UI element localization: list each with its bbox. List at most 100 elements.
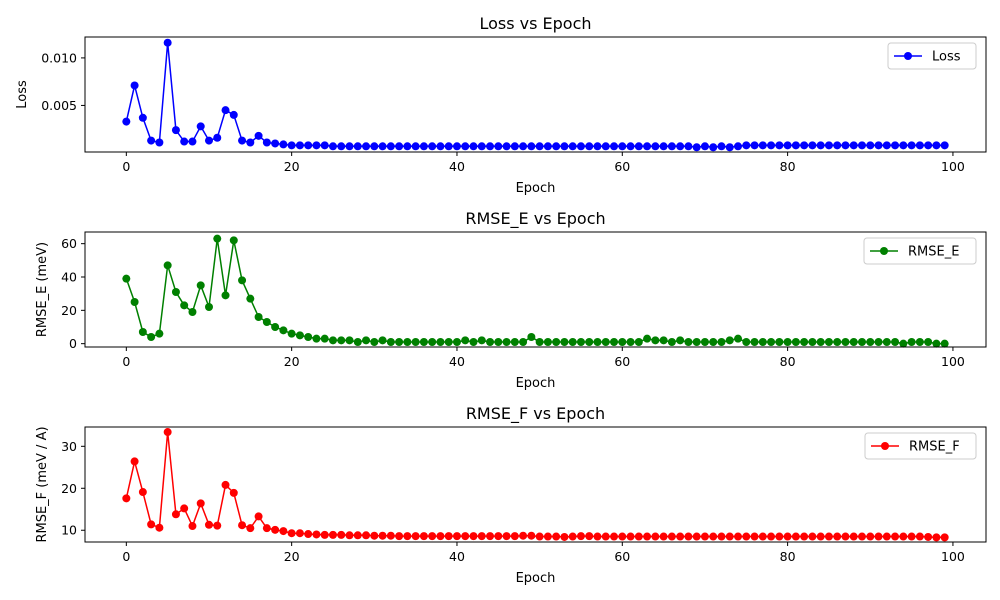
data-point bbox=[328, 336, 337, 345]
x-tick-label: 60 bbox=[614, 354, 630, 369]
data-point bbox=[932, 339, 941, 348]
data-point bbox=[122, 274, 131, 283]
data-point bbox=[692, 338, 701, 346]
data-point bbox=[395, 142, 404, 151]
chart-title: RMSE_E vs Epoch bbox=[465, 209, 605, 229]
plot-frame bbox=[84, 36, 987, 153]
x-tick-label: 100 bbox=[941, 159, 965, 174]
data-point bbox=[510, 532, 519, 541]
data-point bbox=[419, 338, 428, 346]
data-point bbox=[287, 141, 296, 150]
data-point bbox=[899, 532, 908, 541]
series-line bbox=[125, 431, 945, 539]
data-point bbox=[940, 141, 949, 150]
data-point bbox=[874, 338, 883, 346]
legend: Loss bbox=[887, 42, 977, 70]
data-point bbox=[700, 338, 709, 346]
data-point bbox=[899, 141, 908, 150]
data-point bbox=[618, 532, 627, 541]
data-point bbox=[924, 141, 933, 150]
data-point bbox=[155, 523, 164, 532]
data-point bbox=[163, 38, 172, 47]
data-point bbox=[709, 143, 718, 152]
x-tick-label: 40 bbox=[449, 354, 465, 369]
data-point bbox=[221, 106, 230, 115]
legend: RMSE_F bbox=[864, 432, 977, 460]
data-point bbox=[428, 532, 437, 541]
data-point bbox=[634, 338, 643, 346]
data-point bbox=[767, 141, 776, 150]
data-point bbox=[287, 329, 296, 338]
data-point bbox=[535, 532, 544, 541]
data-point bbox=[758, 338, 767, 346]
data-point bbox=[337, 142, 346, 151]
data-point bbox=[899, 339, 908, 348]
data-point bbox=[188, 308, 197, 316]
data-point bbox=[709, 338, 718, 346]
data-point bbox=[147, 136, 156, 145]
data-point bbox=[585, 142, 594, 151]
data-point bbox=[395, 338, 404, 346]
data-point bbox=[907, 141, 916, 150]
data-point bbox=[791, 141, 800, 150]
data-point bbox=[717, 532, 726, 541]
x-tick-label: 40 bbox=[449, 159, 465, 174]
data-point bbox=[742, 532, 751, 541]
data-point bbox=[428, 142, 437, 151]
data-point bbox=[477, 142, 486, 151]
data-point bbox=[370, 142, 379, 151]
data-point bbox=[494, 142, 503, 151]
data-point bbox=[643, 532, 652, 541]
data-point bbox=[337, 336, 346, 345]
data-point bbox=[213, 521, 222, 530]
data-point bbox=[221, 291, 230, 300]
x-tick-label: 100 bbox=[941, 354, 965, 369]
data-point bbox=[461, 142, 470, 151]
data-point bbox=[552, 338, 561, 346]
data-point bbox=[940, 339, 949, 348]
data-point bbox=[271, 525, 280, 534]
data-point bbox=[444, 338, 453, 346]
data-point bbox=[791, 338, 800, 346]
y-tick-label: 0 bbox=[69, 336, 77, 351]
legend-label: RMSE_F bbox=[909, 440, 960, 455]
data-point bbox=[924, 532, 933, 541]
data-point bbox=[320, 334, 329, 343]
data-point bbox=[882, 338, 891, 346]
data-point bbox=[452, 142, 461, 151]
data-point bbox=[138, 113, 147, 122]
data-point bbox=[519, 531, 528, 540]
data-point bbox=[717, 338, 726, 346]
data-point bbox=[444, 142, 453, 151]
data-point bbox=[213, 234, 222, 243]
data-point bbox=[535, 338, 544, 346]
data-point bbox=[138, 488, 147, 497]
data-point bbox=[312, 334, 321, 343]
data-point bbox=[634, 142, 643, 151]
data-point bbox=[667, 532, 676, 541]
data-point bbox=[610, 532, 619, 541]
data-point bbox=[147, 333, 156, 341]
data-point bbox=[618, 338, 627, 346]
series-line bbox=[125, 42, 945, 149]
plot-frame bbox=[84, 231, 987, 348]
data-point bbox=[725, 532, 734, 541]
data-point bbox=[758, 141, 767, 150]
data-point bbox=[725, 143, 734, 152]
x-tick-label: 100 bbox=[941, 549, 965, 564]
legend-label: RMSE_E bbox=[908, 245, 959, 260]
data-point bbox=[386, 338, 395, 346]
data-point bbox=[800, 338, 809, 346]
data-point bbox=[262, 138, 271, 147]
series-Loss bbox=[122, 38, 949, 152]
data-point bbox=[626, 142, 635, 151]
data-point bbox=[593, 532, 602, 541]
data-point bbox=[601, 338, 610, 346]
data-point bbox=[734, 532, 743, 541]
data-point bbox=[171, 288, 180, 296]
y-axis-label: Loss bbox=[15, 80, 30, 109]
data-point bbox=[593, 338, 602, 346]
y-tick-label: 0.010 bbox=[41, 50, 77, 65]
data-point bbox=[386, 142, 395, 151]
data-point bbox=[858, 532, 867, 541]
